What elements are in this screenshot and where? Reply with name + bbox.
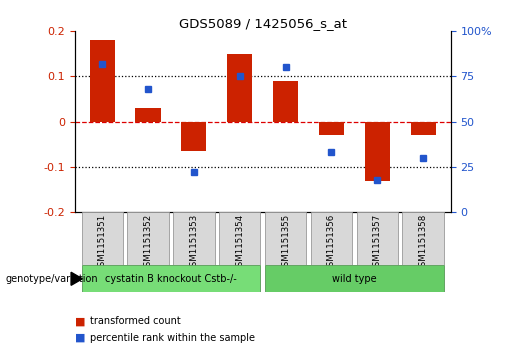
Text: genotype/variation: genotype/variation: [5, 274, 98, 284]
Polygon shape: [71, 272, 82, 285]
Text: GSM1151356: GSM1151356: [327, 214, 336, 272]
Text: GSM1151351: GSM1151351: [98, 214, 107, 272]
Text: GSM1151354: GSM1151354: [235, 214, 244, 272]
Bar: [265, 212, 306, 265]
Text: wild type: wild type: [332, 274, 376, 284]
Text: percentile rank within the sample: percentile rank within the sample: [90, 333, 255, 343]
Bar: [365, 122, 390, 180]
Text: GSM1151352: GSM1151352: [144, 214, 152, 272]
Text: GSM1151353: GSM1151353: [190, 214, 198, 272]
Bar: [356, 212, 398, 265]
Text: ■: ■: [75, 333, 85, 343]
Bar: [265, 265, 444, 292]
Bar: [403, 212, 444, 265]
Bar: [81, 212, 123, 265]
Bar: [273, 81, 298, 122]
Bar: [173, 212, 215, 265]
Bar: [81, 265, 261, 292]
Text: GSM1151357: GSM1151357: [373, 214, 382, 272]
Bar: [319, 122, 344, 135]
Text: cystatin B knockout Cstb-/-: cystatin B knockout Cstb-/-: [105, 274, 237, 284]
Text: transformed count: transformed count: [90, 316, 181, 326]
Bar: [311, 212, 352, 265]
Bar: [410, 122, 436, 135]
Text: GSM1151358: GSM1151358: [419, 214, 427, 272]
Text: ■: ■: [75, 316, 85, 326]
Bar: [90, 40, 115, 122]
Bar: [219, 212, 261, 265]
Text: GSM1151355: GSM1151355: [281, 214, 290, 272]
Bar: [181, 122, 207, 151]
Bar: [227, 53, 252, 122]
Bar: [127, 212, 169, 265]
Bar: [135, 108, 161, 122]
Title: GDS5089 / 1425056_s_at: GDS5089 / 1425056_s_at: [179, 17, 347, 30]
